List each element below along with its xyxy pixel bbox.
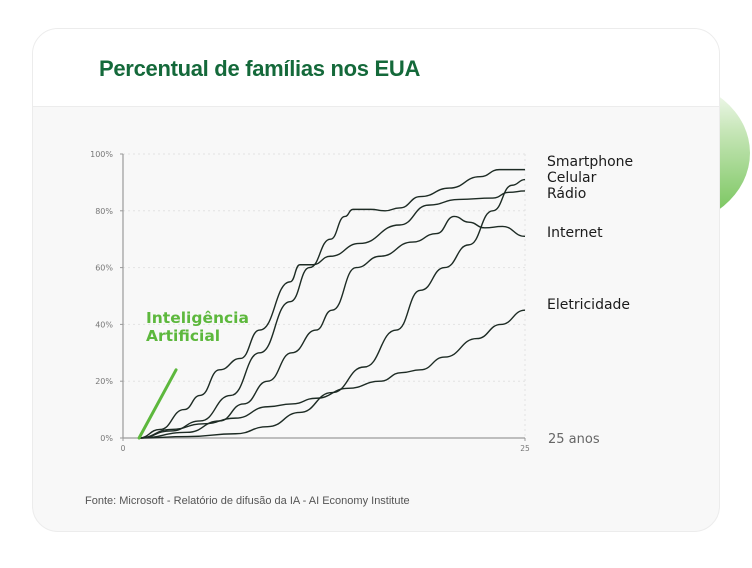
ai-annotation-line1: Inteligência xyxy=(146,309,249,327)
series-line-smartphone xyxy=(139,168,525,439)
y-tick-label: 100% xyxy=(90,150,113,159)
axes: 0% 20% 40% 60% 80% 100% 0 25 25 anos xyxy=(90,150,600,453)
series-line-celular xyxy=(139,178,526,439)
chart-title: Percentual de famílias nos EUA xyxy=(99,56,421,81)
series-line-inteligencia-artificial xyxy=(137,368,178,440)
y-tick-label: 60% xyxy=(95,264,113,273)
ai-annotation-line2: Artificial xyxy=(146,327,220,345)
y-tick-label: 0% xyxy=(100,434,113,443)
series-line-internet xyxy=(139,215,526,439)
grid-lines xyxy=(123,153,526,438)
source-footnote: Fonte: Microsoft - Relatório de difusão … xyxy=(85,495,410,507)
y-tick-label: 80% xyxy=(95,207,113,216)
x-tick-label: 0 xyxy=(121,444,126,453)
series-lines xyxy=(137,168,526,440)
series-line-eletricidade xyxy=(139,309,526,439)
series-line-radio xyxy=(139,190,526,439)
series-label-radio: Rádio xyxy=(547,186,586,202)
x-tick-label: 25 xyxy=(520,444,530,453)
series-label-smartphone: Smartphone xyxy=(547,154,633,170)
chart-card: Percentual de famílias nos EUA Fonte: Mi… xyxy=(32,28,720,532)
series-label-internet: Internet xyxy=(547,225,603,241)
y-tick-label: 20% xyxy=(95,377,113,386)
series-label-celular: Celular xyxy=(547,170,597,186)
y-tick-label: 40% xyxy=(95,320,113,329)
x-end-label: 25 anos xyxy=(548,432,600,447)
series-label-eletricidade: Eletricidade xyxy=(547,297,630,313)
card-header: Percentual de famílias nos EUA xyxy=(33,29,719,107)
